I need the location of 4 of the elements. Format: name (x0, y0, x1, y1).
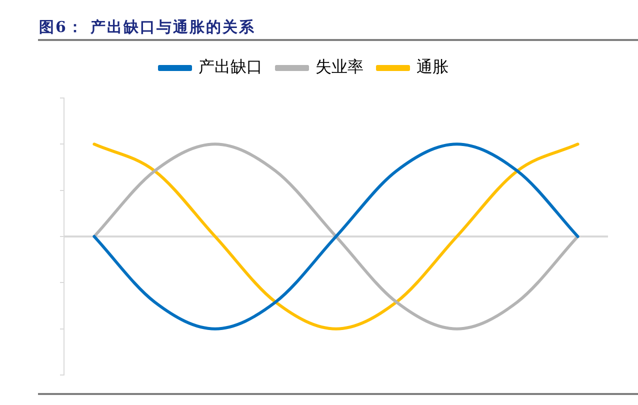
legend-label: 产出缺口 (198, 57, 262, 76)
legend-label: 通胀 (416, 57, 448, 76)
legend-label: 失业率 (316, 57, 364, 76)
chart-title: 图6： 产出缺口与通胀的关系 (39, 17, 256, 37)
